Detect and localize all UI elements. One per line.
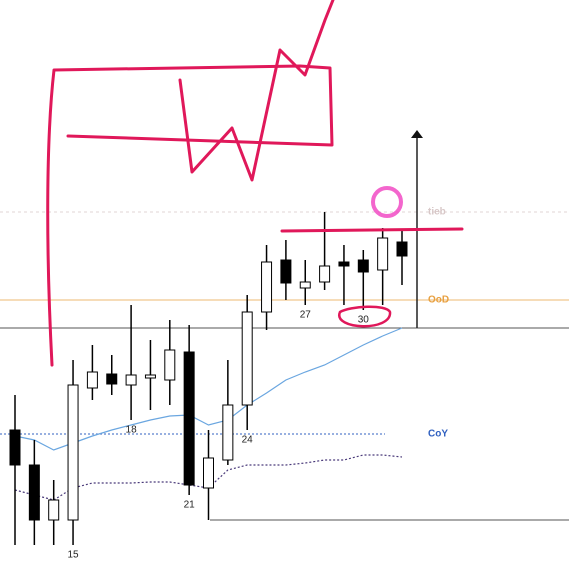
candle-body	[48, 499, 60, 521]
candle-body	[261, 261, 273, 313]
candle-body	[222, 404, 234, 461]
scribble	[46, 64, 334, 367]
candle-body	[357, 259, 369, 273]
candle-body	[203, 457, 214, 489]
highlight	[371, 186, 403, 218]
candle-body	[396, 241, 408, 257]
x-tick-label: 21	[184, 500, 196, 511]
x-tick-label: 27	[300, 310, 312, 321]
x-tick-label: 15	[67, 550, 79, 561]
candle-body	[241, 311, 253, 406]
candle-body	[28, 464, 40, 521]
candle-body	[183, 351, 195, 486]
x-tick-label: 24	[242, 435, 254, 446]
ma-line	[14, 454, 403, 501]
circle	[338, 305, 392, 328]
candle-body	[9, 429, 21, 466]
candle-body	[86, 371, 98, 389]
level-label: tieb	[428, 207, 446, 218]
x-tick-label: 18	[126, 425, 138, 436]
annotation	[46, 0, 464, 367]
level-label: CoY	[428, 429, 448, 440]
scribble	[178, 0, 335, 182]
candle-body	[338, 261, 350, 267]
candle-body	[144, 374, 156, 379]
level-label: OoD	[428, 295, 449, 306]
scribble	[280, 227, 464, 233]
candle-body	[319, 265, 331, 283]
x-tick-label: 30	[358, 315, 370, 326]
candle-body	[67, 384, 79, 521]
candle-body	[164, 349, 176, 381]
candle-body	[377, 237, 389, 271]
candle-body	[125, 374, 137, 386]
ma-line	[14, 327, 403, 451]
candle-body	[106, 373, 118, 385]
arrow-head	[411, 130, 423, 138]
candle-body	[280, 259, 292, 284]
candle-body	[299, 281, 311, 289]
